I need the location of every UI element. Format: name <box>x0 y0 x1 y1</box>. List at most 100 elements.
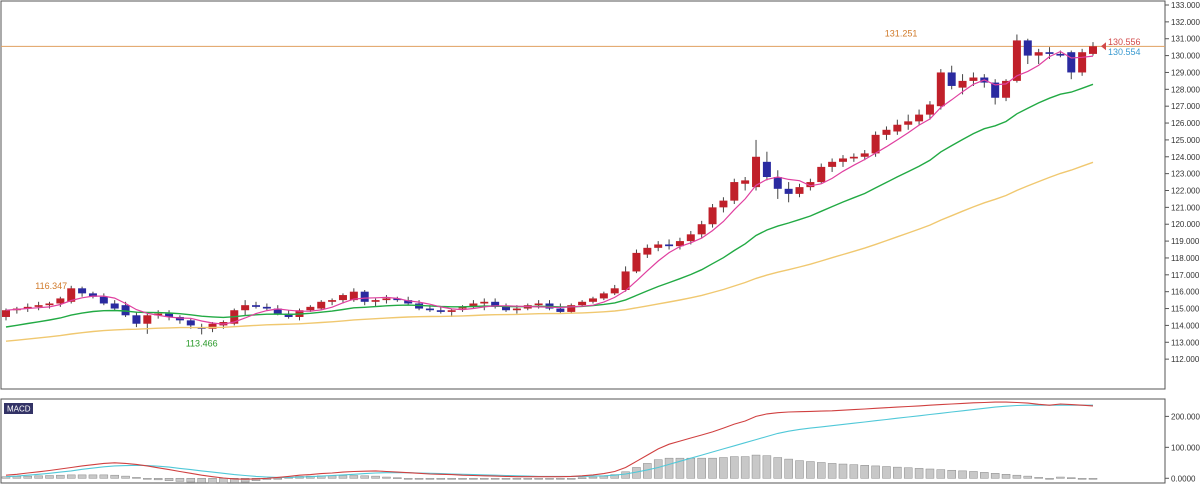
y-tick-label: 130.000 <box>1171 52 1200 61</box>
macd-histogram-bar <box>1034 477 1043 479</box>
candle-body <box>317 301 326 309</box>
macd-histogram-bar <box>425 478 435 480</box>
price-chart[interactable]: 133.000 132.000 131.000 130.000 129.000 128.0… <box>0 0 1200 392</box>
macd-histogram-bar <box>534 478 543 480</box>
macd-histogram-bar <box>480 478 489 480</box>
y-tick-label: 127.000 <box>1171 102 1200 111</box>
macd-histogram-bar <box>740 456 750 479</box>
candle-body <box>991 82 1000 98</box>
high-label-1: 116.347 <box>35 281 67 291</box>
y-tick-label: 129.000 <box>1171 68 1200 77</box>
macd-histogram-bar <box>958 470 967 479</box>
candle-body <box>1089 46 1097 54</box>
macd-y-tick-label: 100.0000 <box>1171 443 1200 452</box>
candle-body <box>154 313 163 316</box>
ma-slow-line <box>5 161 1094 342</box>
candle-body <box>654 244 663 248</box>
macd-histogram-bar <box>925 468 935 479</box>
candle-body <box>947 72 956 86</box>
candle-body <box>925 104 934 115</box>
candle-body <box>143 315 152 324</box>
ma-mid-line <box>5 83 1094 328</box>
macd-histogram-bar <box>469 478 478 480</box>
macd-histogram-bar <box>121 475 130 479</box>
candle-body <box>741 180 750 184</box>
macd-histogram-bar <box>523 478 533 480</box>
candle-body <box>88 293 97 297</box>
candle-body <box>795 187 804 194</box>
macd-histogram-bar <box>164 478 174 482</box>
candle-body <box>78 288 87 294</box>
y-tick-label: 131.000 <box>1171 35 1200 44</box>
candle-body <box>1034 52 1043 56</box>
macd-histogram-bar <box>349 475 359 479</box>
y-tick-label: 124.000 <box>1171 153 1200 162</box>
macd-panel[interactable]: 200.0000 100.0000 0.0000 MACD <box>0 398 1200 494</box>
candle-body <box>175 316 184 321</box>
macd-histogram-bar <box>708 457 717 479</box>
y-tick-label: 122.000 <box>1171 187 1200 196</box>
candle-body <box>491 301 500 307</box>
macd-histogram-bar <box>1012 474 1022 479</box>
price-chart-panel[interactable]: 133.000 132.000 131.000 130.000 129.000 128.0… <box>0 0 1200 392</box>
macd-plot-area[interactable] <box>0 398 1166 484</box>
candle-body <box>2 310 10 317</box>
candle-body <box>893 124 902 132</box>
candle-body <box>67 288 76 302</box>
macd-histogram-bar <box>566 478 576 480</box>
macd-histogram-bar <box>186 478 196 483</box>
candle-body <box>860 153 869 157</box>
macd-histogram-bar <box>980 472 989 479</box>
candle-body <box>328 300 337 302</box>
candle-body <box>262 306 271 309</box>
macd-histogram-bar <box>338 475 348 479</box>
macd-histogram-bar <box>697 457 706 479</box>
macd-histogram-bar <box>795 460 804 479</box>
macd-title-tag <box>4 403 33 414</box>
price-annotations: 116.347 113.466 131.251 130.556 130.554 <box>35 28 1140 348</box>
candle-body <box>915 114 924 122</box>
candle-body <box>958 80 967 88</box>
macd-histogram-bar <box>577 477 587 479</box>
candle-body <box>165 313 174 317</box>
candle-body <box>1067 52 1076 73</box>
candle-body <box>665 244 674 247</box>
candle-body <box>588 298 597 302</box>
macd-histogram-bar <box>501 478 511 480</box>
macd-histogram-bar <box>914 468 924 479</box>
macd-main-line <box>5 401 1094 480</box>
candle-body <box>360 291 369 302</box>
candle-body <box>1002 80 1011 98</box>
macd-histogram-bar <box>827 463 837 479</box>
candle-body <box>121 305 130 316</box>
macd-histogram-bar <box>545 478 554 480</box>
macd-histogram-bar <box>132 477 141 479</box>
macd-histogram-bar <box>34 475 43 479</box>
macd-histogram-bar <box>1001 474 1011 479</box>
price-plot-area[interactable] <box>0 0 1166 390</box>
y-tick-label: 118.000 <box>1171 254 1200 263</box>
macd-histogram-bar <box>110 474 119 479</box>
candle-body <box>708 207 717 225</box>
macd-y-tick-label: 0.0000 <box>1171 474 1196 483</box>
macd-histogram-bar <box>490 478 500 480</box>
y-tick-label: 115.000 <box>1171 305 1200 314</box>
candle-body <box>512 308 521 311</box>
candle-body <box>871 134 880 154</box>
y-tick-label: 126.000 <box>1171 119 1200 128</box>
macd-histogram-bar <box>414 478 424 480</box>
candle-body <box>599 293 608 299</box>
macd-histogram-bar <box>903 467 913 479</box>
macd-axis: 200.0000 100.0000 0.0000 <box>1165 412 1200 483</box>
y-tick-label: 116.000 <box>1171 288 1200 297</box>
macd-chart[interactable]: 200.0000 100.0000 0.0000 MACD <box>0 398 1200 494</box>
macd-histogram-bar <box>371 475 380 479</box>
y-tick-label: 114.000 <box>1171 321 1200 330</box>
candle-body <box>382 298 391 301</box>
candle-body <box>469 303 478 307</box>
macd-histogram-bar <box>599 475 609 479</box>
macd-histogram-bar <box>512 478 522 480</box>
macd-histogram-bar <box>893 466 902 479</box>
macd-histogram-bar <box>556 478 565 480</box>
candle-body <box>425 308 434 311</box>
